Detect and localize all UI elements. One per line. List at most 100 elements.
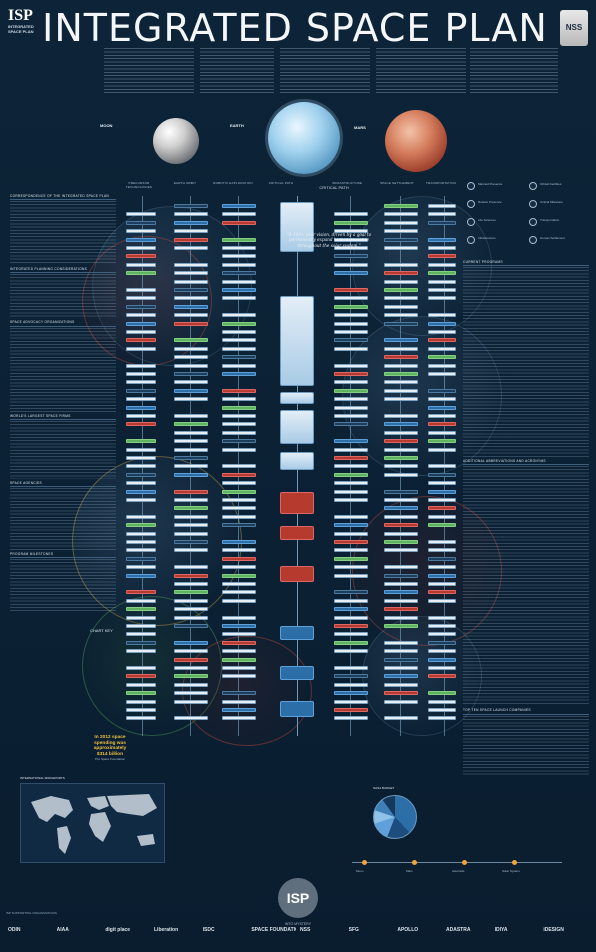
timeline-box (384, 456, 418, 460)
timeline-box (334, 456, 368, 460)
timeline-box (126, 304, 156, 309)
timeline-box (174, 523, 208, 528)
left-panel-body (10, 274, 116, 319)
timeline-box (384, 363, 418, 368)
timeline-box (222, 548, 256, 553)
timeline-box (126, 363, 156, 368)
sponsor-logo: Liberation (154, 927, 179, 933)
timeline-box (334, 296, 368, 301)
timeline-box (384, 271, 418, 276)
right-panel-body (463, 715, 589, 776)
timeline-box (222, 716, 256, 721)
column-header: ROBOTIC EXPLORATION (213, 181, 253, 185)
left-panel-heading: WORLD'S LARGEST SPACE FIRMS (10, 414, 116, 420)
timeline-box (126, 498, 156, 502)
timeline-box (384, 615, 418, 620)
legend-label: Transportation (540, 218, 560, 222)
moon-label: MOON (100, 123, 113, 128)
timeline-box (428, 430, 456, 435)
right-panel-heading: TOP TEN SPACE LAUNCH COMPANIES (463, 709, 589, 715)
timeline-box (174, 657, 208, 662)
critical-path-block (280, 526, 314, 540)
timeline-box (174, 380, 208, 385)
timeline-box (384, 489, 418, 494)
timeline-box (126, 271, 156, 276)
critical-path-block (280, 410, 314, 444)
timeline-box (126, 708, 156, 712)
timeline-box (222, 657, 256, 662)
center-logo-caption: INTO MYSTERY (284, 922, 312, 926)
timeline-box (334, 498, 368, 502)
timeline-box (384, 682, 418, 687)
timeline-box (334, 514, 368, 519)
timeline-box (174, 279, 208, 284)
timeline-box (334, 380, 368, 385)
timeline-area (72, 196, 502, 746)
timeline-box (428, 624, 456, 628)
timeline-box (174, 489, 208, 494)
legend-icon (529, 182, 537, 190)
timeline-box (222, 666, 256, 670)
column-header: TRANSPORTATION (426, 181, 456, 185)
timeline-box (428, 716, 456, 721)
timeline-box (174, 514, 208, 519)
timeline-box (428, 514, 456, 519)
timeline-box (428, 271, 456, 276)
timeline-box (334, 565, 368, 570)
timeline-box (334, 548, 368, 553)
timeline-box (126, 640, 156, 645)
sponsor-logo: APOLLO (397, 927, 419, 933)
intro-text-5 (470, 48, 558, 94)
timeline-box (126, 523, 156, 528)
timeline-box (222, 363, 256, 368)
timeline-box (334, 556, 368, 561)
timeline-box (334, 708, 368, 712)
timeline-box (334, 212, 368, 217)
timeline-box (428, 708, 456, 712)
legend-icon (467, 182, 475, 190)
timeline-box (428, 279, 456, 284)
timeline-box (428, 649, 456, 654)
timeline-box (126, 489, 156, 494)
sponsor-logo: ISDC (202, 927, 215, 933)
left-panel-heading: CORRESPONDENCE OF THE INTEGRATED SPACE P… (10, 194, 116, 201)
timeline-box (174, 540, 208, 544)
timeline-box (222, 514, 256, 519)
world-map-svg (31, 794, 157, 854)
timeline-box (384, 304, 418, 309)
timeline-box (126, 313, 156, 318)
timeline-box (126, 262, 156, 267)
timeline-box (174, 716, 208, 721)
timeline-box (384, 540, 418, 544)
timeline-box (428, 262, 456, 267)
timeline-box (428, 388, 456, 393)
timeline-box (174, 506, 208, 511)
critical-path-title: CRITICAL PATH (319, 185, 349, 190)
timeline-box (222, 422, 256, 427)
sponsor-logo: AIAA (56, 927, 69, 933)
timeline-box (222, 414, 256, 418)
timeline-box (126, 674, 156, 679)
timeline-dot (462, 860, 467, 865)
timeline-box (384, 657, 418, 662)
timeline-box (126, 716, 156, 721)
timeline-box (126, 573, 156, 578)
timeline-box (428, 481, 456, 486)
timeline-box (222, 498, 256, 502)
right-panel-heading: ADDITIONAL ABBREVIATIONS AND ACRONYMS (463, 460, 589, 466)
timeline-box (126, 372, 156, 376)
timeline-box (384, 531, 418, 536)
timeline-box (222, 246, 256, 250)
timeline-box (222, 674, 256, 679)
timeline-box (334, 439, 368, 444)
timeline-box (384, 321, 418, 326)
timeline-box (334, 447, 368, 452)
timeline-box (384, 716, 418, 721)
timeline-box (334, 540, 368, 544)
spending-line: $314 billion (96, 751, 124, 757)
timeline-box (126, 405, 156, 410)
timeline-box (174, 397, 208, 402)
timeline-box (428, 498, 456, 502)
timeline-box (334, 590, 368, 595)
timeline-box (222, 481, 256, 486)
